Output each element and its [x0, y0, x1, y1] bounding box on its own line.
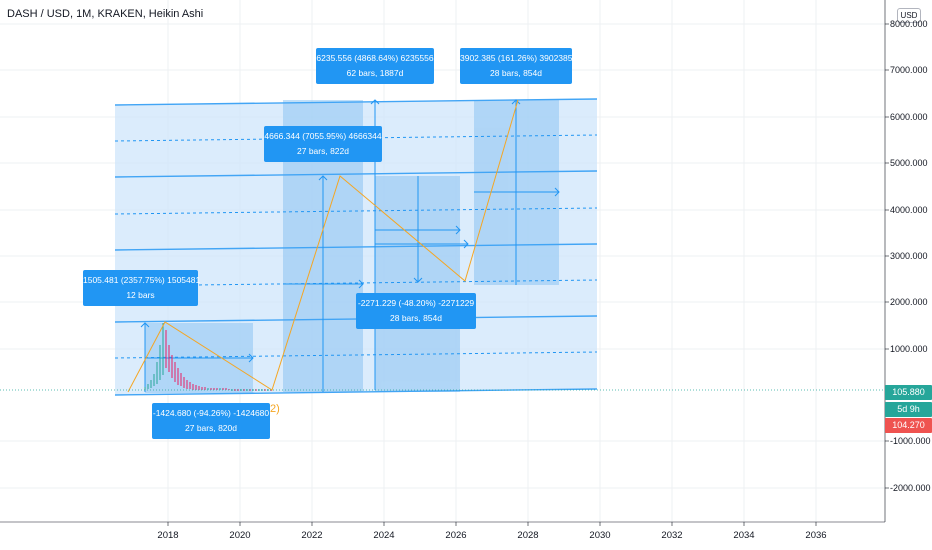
measurement-value: 3902.385 (161.26%) 3902385	[460, 53, 573, 63]
measurement-value: 1505.481 (2357.75%) 1505481	[83, 275, 201, 285]
time-label: 2020	[229, 530, 251, 541]
measurement-bars: 27 bars, 822d	[297, 146, 349, 156]
measurement-tooltip[interactable]: 1505.481 (2357.75%) 1505481 12 bars	[83, 270, 201, 306]
price-label: 2000.000	[890, 297, 928, 307]
time-label: 2032	[661, 530, 683, 541]
measurement-bars: 27 bars, 820d	[185, 423, 237, 433]
time-label: 2024	[373, 530, 395, 541]
price-label: -1000.000	[890, 436, 931, 446]
measurement-value: -2271.229 (-48.20%) -2271229	[357, 298, 475, 308]
wave-label: 2)	[270, 403, 280, 415]
measurement-value: -1424.680 (-94.26%) -1424680	[152, 408, 270, 418]
time-label: 2034	[733, 530, 755, 541]
price-label: 5000.000	[890, 158, 928, 168]
measurement-tooltip[interactable]: -1424.680 (-94.26%) -1424680 27 bars, 82…	[152, 403, 270, 439]
measurement-tooltip[interactable]: 4666.344 (7055.95%) 4666344 27 bars, 822…	[264, 126, 382, 162]
measurement-bars: 28 bars, 854d	[490, 68, 542, 78]
time-label: 2026	[445, 530, 467, 541]
measurement-tooltip[interactable]: 6235.556 (4868.64%) 6235556 62 bars, 188…	[316, 48, 434, 84]
price-label: 7000.000	[890, 65, 928, 75]
axis-ticks	[167, 23, 889, 526]
measurement-value: 4666.344 (7055.95%) 4666344	[264, 131, 382, 141]
measurement-bars: 12 bars	[126, 290, 155, 300]
price-label: 6000.000	[890, 112, 928, 122]
low-price-tag: 104.270	[885, 418, 932, 433]
measurement-bars: 28 bars, 854d	[390, 313, 442, 323]
last-price-tag: 105.880	[885, 385, 932, 400]
time-label: 2030	[589, 530, 611, 541]
measurement-value: 6235.556 (4868.64%) 6235556	[316, 53, 434, 63]
measurement-bars: 62 bars, 1887d	[346, 68, 404, 78]
price-label: -2000.000	[890, 483, 931, 493]
currency-button[interactable]: USD	[897, 8, 921, 23]
measurement-tooltip[interactable]: -2271.229 (-48.20%) -2271229 28 bars, 85…	[356, 293, 476, 329]
price-label: 8000.000	[890, 19, 928, 29]
chart-title: DASH / USD, 1M, KRAKEN, Heikin Ashi	[7, 8, 204, 20]
time-label: 2018	[157, 530, 179, 541]
countdown-tag: 5d 9h	[885, 402, 932, 417]
price-label: 1000.000	[890, 344, 928, 354]
price-label: 4000.000	[890, 205, 928, 215]
wave-path	[127, 99, 519, 393]
price-label: 3000.000	[890, 251, 928, 261]
time-label: 2036	[805, 530, 827, 541]
time-label: 2028	[517, 530, 539, 541]
time-label: 2022	[301, 530, 323, 541]
measurement-tooltip[interactable]: 3902.385 (161.26%) 3902385 28 bars, 854d	[460, 48, 572, 84]
